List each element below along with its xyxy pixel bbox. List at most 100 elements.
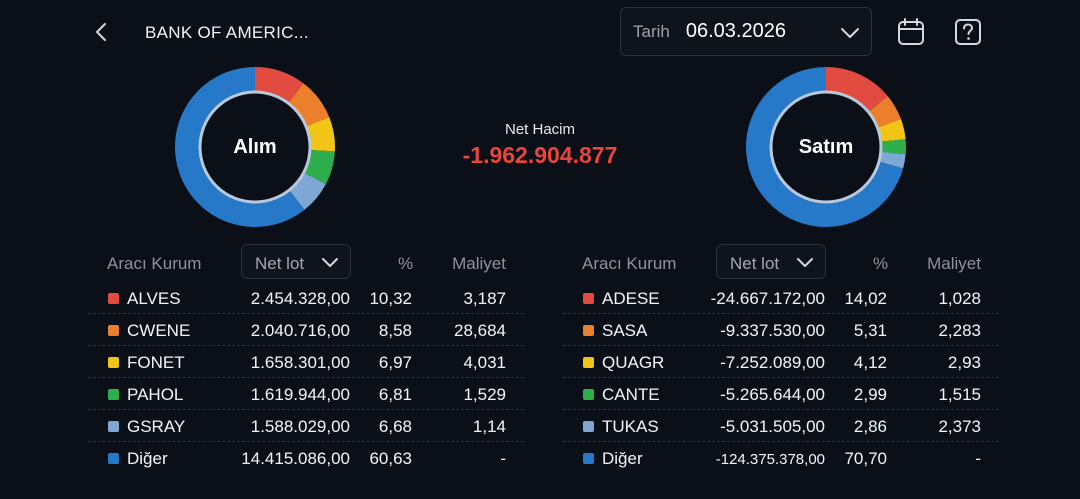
broker-name: CWENE bbox=[127, 321, 191, 340]
legend-swatch bbox=[108, 389, 119, 400]
sell-table-header: Aracı Kurum Net lot % Maliyet bbox=[563, 244, 999, 282]
net-lot: -5.265.644,00 bbox=[720, 385, 825, 404]
cost: 3,187 bbox=[463, 289, 506, 308]
legend-swatch bbox=[583, 389, 594, 400]
table-row[interactable]: QUAGR -7.252.089,00 4,12 2,93 bbox=[563, 346, 999, 378]
cost: - bbox=[500, 449, 506, 468]
buy-donut-label: Alım bbox=[233, 135, 277, 158]
table-row[interactable]: TUKAS -5.031.505,00 2,86 2,373 bbox=[563, 410, 999, 442]
table-row[interactable]: CWENE 2.040.716,00 8,58 28,684 bbox=[88, 314, 524, 346]
legend-swatch bbox=[108, 325, 119, 336]
net-lot: 14.415.086,00 bbox=[241, 449, 350, 468]
broker-name: ALVES bbox=[127, 289, 181, 308]
cost: 1,529 bbox=[463, 385, 506, 404]
broker-name: TUKAS bbox=[602, 417, 659, 436]
table-row[interactable]: Diğer -124.375.378,00 70,70 - bbox=[563, 442, 999, 474]
column-percent: % bbox=[398, 254, 414, 273]
broker-name: GSRAY bbox=[127, 417, 186, 436]
date-picker[interactable]: Tarih 06.03.2026 bbox=[620, 7, 872, 56]
net-lot: -5.031.505,00 bbox=[720, 417, 825, 436]
percent: 6,81 bbox=[378, 385, 412, 404]
legend-swatch bbox=[108, 421, 119, 432]
column-percent: % bbox=[873, 254, 889, 273]
cost: 1,028 bbox=[938, 289, 981, 308]
cost: 1,515 bbox=[938, 385, 981, 404]
buy-table: Aracı Kurum Net lot % Maliyet ALVES 2.454… bbox=[88, 244, 524, 474]
donut-slice-fonet bbox=[306, 117, 335, 152]
chevron-down-icon bbox=[841, 28, 859, 38]
net-lot: 2.040.716,00 bbox=[250, 321, 350, 340]
donut-slice-pahol bbox=[304, 150, 335, 185]
net-volume-label: Net Hacim bbox=[504, 121, 575, 138]
cost: 4,031 bbox=[463, 353, 506, 372]
table-row[interactable]: SASA -9.337.530,00 5,31 2,283 bbox=[563, 314, 999, 346]
column-broker: Aracı Kurum bbox=[107, 254, 202, 273]
donut-slice-quagr bbox=[878, 119, 906, 142]
table-row[interactable]: Diğer 14.415.086,00 60,63 - bbox=[88, 442, 524, 474]
chevron-left-icon bbox=[96, 23, 106, 41]
column-cost: Maliyet bbox=[927, 254, 981, 273]
sell-donut-chart: Satım bbox=[745, 66, 907, 228]
cost: 28,684 bbox=[454, 321, 506, 340]
chevron-down-icon bbox=[797, 258, 813, 267]
net-lot: -24.667.172,00 bbox=[710, 289, 825, 308]
buy-sort-dropdown[interactable]: Net lot bbox=[241, 244, 351, 279]
legend-swatch bbox=[108, 357, 119, 368]
sell-donut-label: Satım bbox=[798, 135, 854, 158]
percent: 2,86 bbox=[853, 417, 887, 436]
back-button[interactable] bbox=[88, 18, 114, 46]
cost: 1,14 bbox=[472, 417, 506, 436]
donut-hole bbox=[202, 94, 308, 200]
legend-swatch bbox=[108, 453, 119, 464]
column-cost: Maliyet bbox=[452, 254, 506, 273]
donut-slice-sasa bbox=[869, 96, 901, 128]
sell-sort-dropdown[interactable]: Net lot bbox=[716, 244, 826, 279]
calendar-icon[interactable] bbox=[896, 17, 926, 47]
table-row[interactable]: FONET 1.658.301,00 6,97 4,031 bbox=[88, 346, 524, 378]
page-title: BANK OF AMERIC... bbox=[145, 23, 309, 42]
donut-slice-diğer bbox=[175, 67, 305, 227]
cost: - bbox=[975, 449, 981, 468]
net-lot: -7.252.089,00 bbox=[720, 353, 825, 372]
percent: 4,12 bbox=[853, 353, 887, 372]
percent: 5,31 bbox=[853, 321, 887, 340]
net-lot: -9.337.530,00 bbox=[720, 321, 825, 340]
percent: 14,02 bbox=[844, 289, 887, 308]
broker-name: SASA bbox=[602, 321, 648, 340]
percent: 60,63 bbox=[369, 449, 412, 468]
legend-swatch bbox=[583, 325, 594, 336]
net-lot: 2.454.328,00 bbox=[250, 289, 350, 308]
legend-swatch bbox=[108, 293, 119, 304]
date-label: Tarih bbox=[633, 21, 670, 41]
date-value: 06.03.2026 bbox=[685, 20, 786, 42]
donut-slice-tukas bbox=[879, 152, 906, 169]
sell-table: Aracı Kurum Net lot % Maliyet ADESE -24.6… bbox=[563, 244, 999, 474]
table-row[interactable]: ADESE -24.667.172,00 14,02 1,028 bbox=[563, 282, 999, 314]
donut-hole bbox=[773, 94, 879, 200]
donut-slice-diğer bbox=[746, 67, 904, 227]
question-mark-icon[interactable] bbox=[953, 17, 983, 47]
donut-slice-alves bbox=[255, 67, 304, 103]
sort-label: Net lot bbox=[730, 254, 780, 273]
cost: 2,93 bbox=[947, 353, 981, 372]
percent: 70,70 bbox=[844, 449, 887, 468]
table-row[interactable]: CANTE -5.265.644,00 2,99 1,515 bbox=[563, 378, 999, 410]
broker-name: FONET bbox=[127, 353, 185, 372]
legend-swatch bbox=[583, 357, 594, 368]
table-row[interactable]: PAHOL 1.619.944,00 6,81 1,529 bbox=[88, 378, 524, 410]
net-lot: 1.658.301,00 bbox=[250, 353, 350, 372]
net-lot: 1.588.029,00 bbox=[250, 417, 350, 436]
table-row[interactable]: GSRAY 1.588.029,00 6,68 1,14 bbox=[88, 410, 524, 442]
cost: 2,373 bbox=[938, 417, 981, 436]
column-broker: Aracı Kurum bbox=[582, 254, 677, 273]
broker-name: Diğer bbox=[602, 449, 643, 468]
broker-name: Diğer bbox=[127, 449, 168, 468]
legend-swatch bbox=[583, 421, 594, 432]
broker-name: ADESE bbox=[602, 289, 660, 308]
percent: 2,99 bbox=[853, 385, 887, 404]
donut-inner-ring bbox=[769, 90, 883, 204]
donut-slice-cwene bbox=[288, 83, 330, 127]
sort-label: Net lot bbox=[255, 254, 305, 273]
table-row[interactable]: ALVES 2.454.328,00 10,32 3,187 bbox=[88, 282, 524, 314]
broker-name: QUAGR bbox=[602, 353, 665, 372]
